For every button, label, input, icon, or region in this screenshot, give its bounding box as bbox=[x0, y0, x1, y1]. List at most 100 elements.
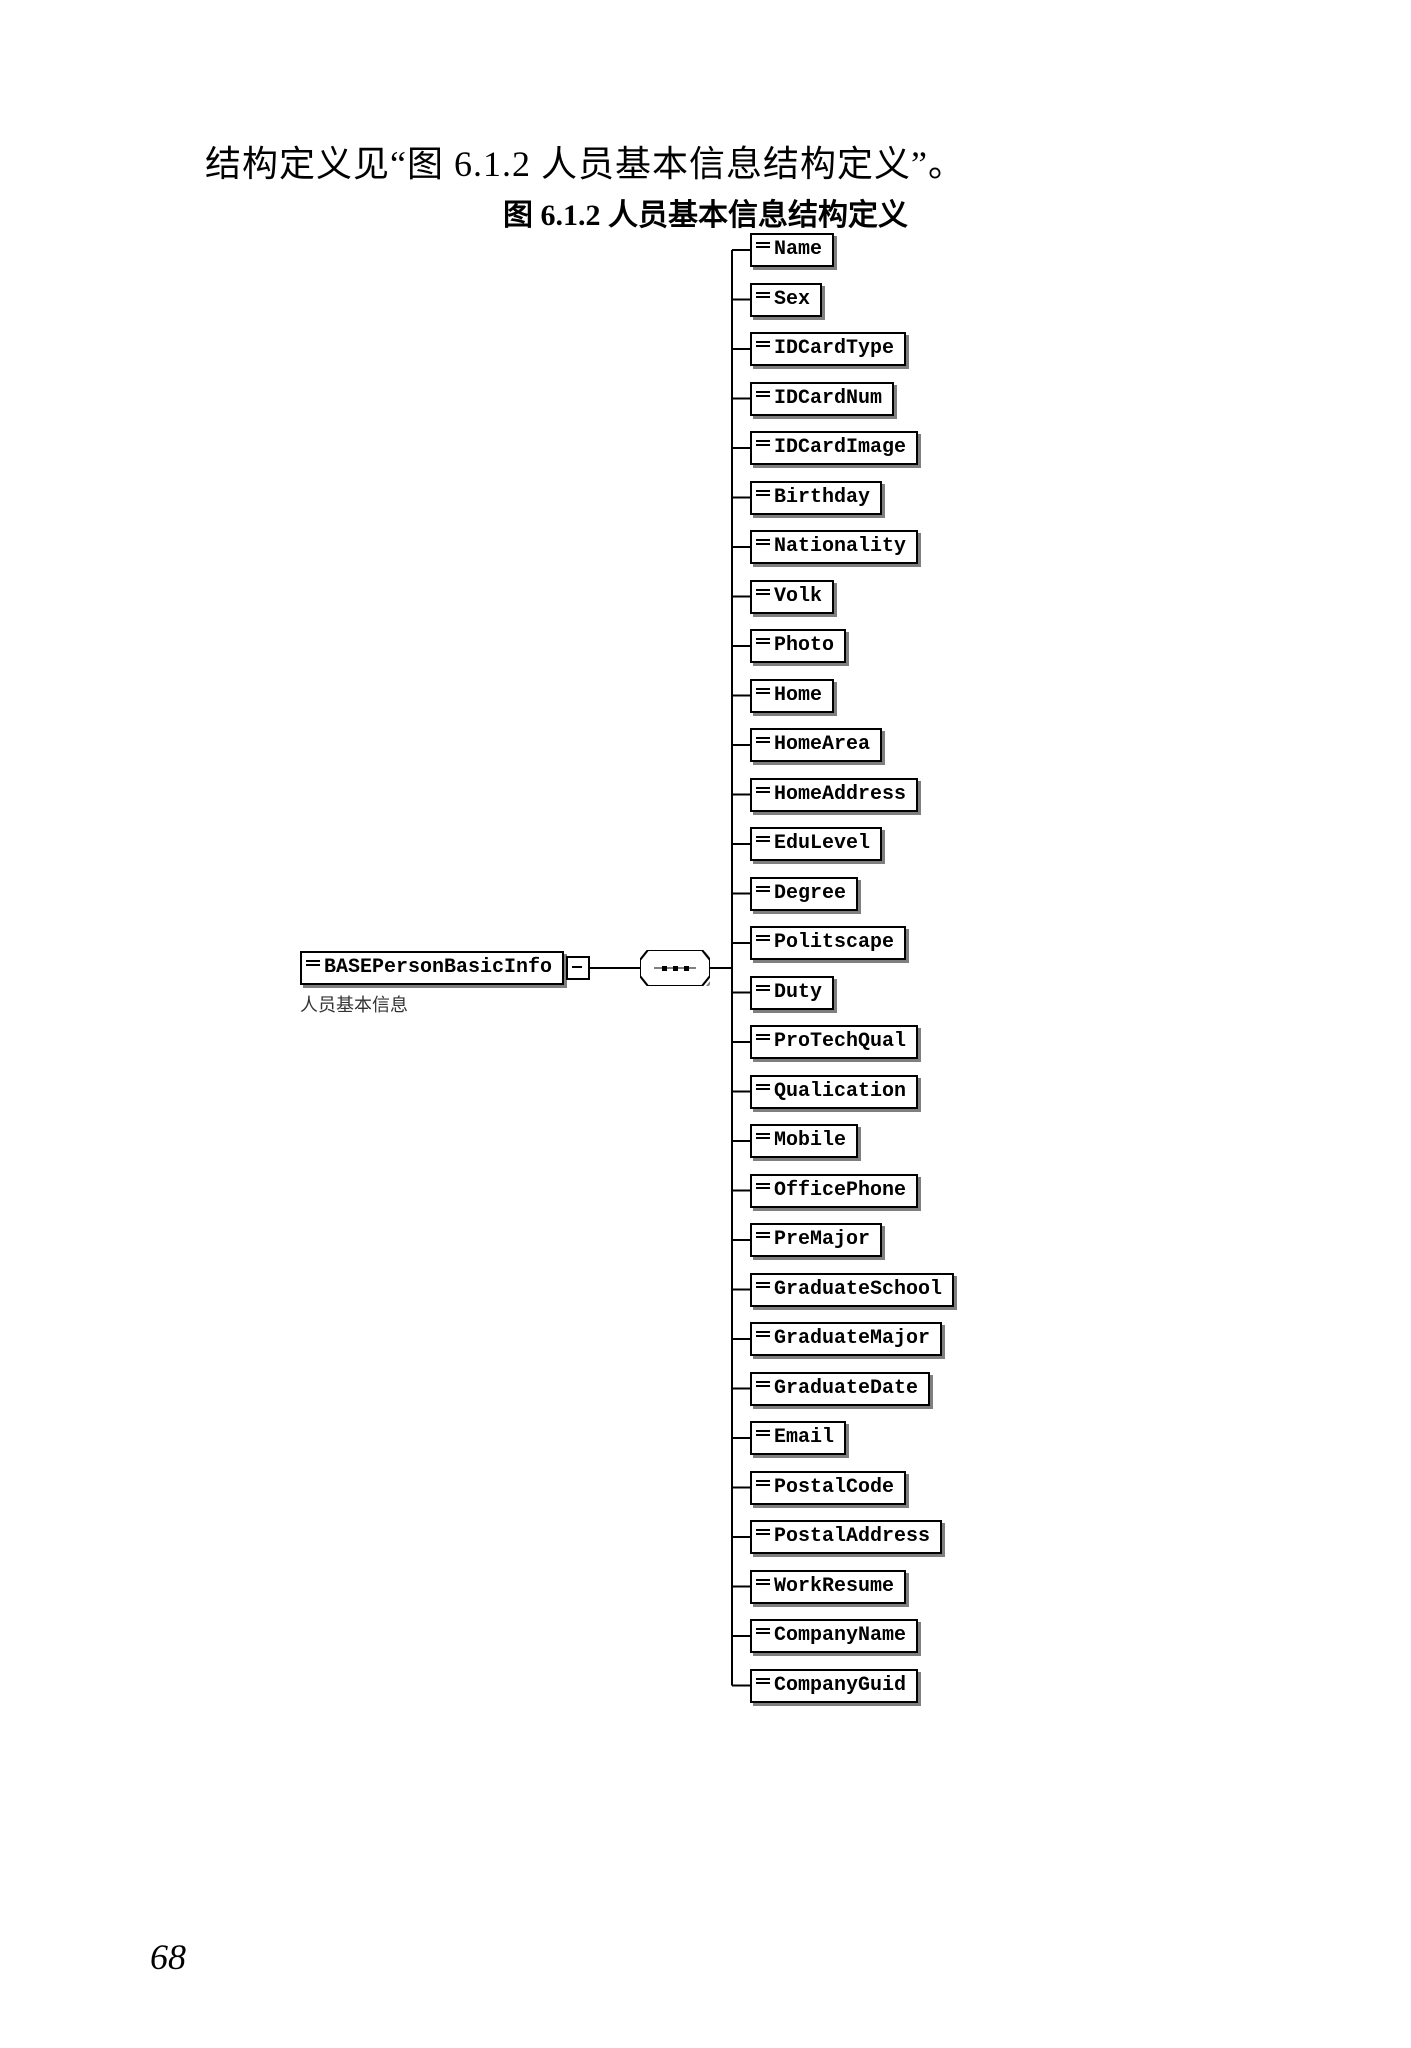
page: 结构定义见“图 6.1.2 人员基本信息结构定义”。 图 6.1.2 人员基本信… bbox=[0, 0, 1411, 2048]
leaf-node: Mobile bbox=[750, 1124, 858, 1158]
element-glyph-icon bbox=[756, 933, 770, 947]
leaf-node: GraduateMajor bbox=[750, 1322, 942, 1356]
element-glyph-icon bbox=[756, 983, 770, 997]
leaf-node: Politscape bbox=[750, 926, 906, 960]
element-glyph-icon bbox=[756, 1181, 770, 1195]
element-glyph-icon bbox=[306, 958, 320, 972]
leaf-node: IDCardNum bbox=[750, 382, 894, 416]
element-glyph-icon bbox=[756, 686, 770, 700]
element-glyph-icon bbox=[756, 636, 770, 650]
leaf-node: HomeAddress bbox=[750, 778, 918, 812]
leaf-node-label: GraduateSchool bbox=[774, 1278, 942, 1301]
leaf-node-label: PostalCode bbox=[774, 1476, 894, 1499]
leaf-node: Degree bbox=[750, 877, 858, 911]
element-glyph-icon bbox=[756, 1032, 770, 1046]
leaf-node: WorkResume bbox=[750, 1570, 906, 1604]
leaf-node-label: Mobile bbox=[774, 1129, 846, 1152]
leaf-node: Name bbox=[750, 233, 834, 267]
root-node-label: BASEPersonBasicInfo bbox=[324, 956, 552, 979]
element-glyph-icon bbox=[756, 1131, 770, 1145]
element-glyph-icon bbox=[756, 240, 770, 254]
leaf-node: CompanyGuid bbox=[750, 1669, 918, 1703]
leaf-node-label: Volk bbox=[774, 585, 822, 608]
leaf-node: OfficePhone bbox=[750, 1174, 918, 1208]
leaf-node-label: Degree bbox=[774, 882, 846, 905]
leaf-node-label: ProTechQual bbox=[774, 1030, 906, 1053]
element-glyph-icon bbox=[756, 1527, 770, 1541]
leaf-node-label: GraduateDate bbox=[774, 1377, 918, 1400]
leaf-node: PostalAddress bbox=[750, 1520, 942, 1554]
leaf-node-label: HomeArea bbox=[774, 733, 870, 756]
leaf-node: HomeArea bbox=[750, 728, 882, 762]
leaf-node: ProTechQual bbox=[750, 1025, 918, 1059]
sequence-compositor bbox=[640, 950, 710, 986]
leaf-node-label: GraduateMajor bbox=[774, 1327, 930, 1350]
leaf-node-label: Qualication bbox=[774, 1080, 906, 1103]
element-glyph-icon bbox=[756, 834, 770, 848]
leaf-node-label: Photo bbox=[774, 634, 834, 657]
root-node-sublabel: 人员基本信息 bbox=[300, 991, 408, 1017]
element-glyph-icon bbox=[756, 1577, 770, 1591]
leaf-node-label: PreMajor bbox=[774, 1228, 870, 1251]
element-glyph-icon bbox=[756, 785, 770, 799]
leaf-node-label: Birthday bbox=[774, 486, 870, 509]
leaf-node-label: PostalAddress bbox=[774, 1525, 930, 1548]
root-node: BASEPersonBasicInfo bbox=[300, 951, 564, 985]
leaf-node: Sex bbox=[750, 283, 822, 317]
element-glyph-icon bbox=[756, 1329, 770, 1343]
element-glyph-icon bbox=[756, 488, 770, 502]
intro-text: 结构定义见“图 6.1.2 人员基本信息结构定义”。 bbox=[205, 135, 965, 187]
leaf-node: EduLevel bbox=[750, 827, 882, 861]
leaf-node: Volk bbox=[750, 580, 834, 614]
schema-diagram: BASEPersonBasicInfo 人员基本信息 Name Sex IDCard… bbox=[300, 225, 1200, 1875]
leaf-node-label: Email bbox=[774, 1426, 834, 1449]
leaf-node: GraduateDate bbox=[750, 1372, 930, 1406]
leaf-node: Birthday bbox=[750, 481, 882, 515]
element-glyph-icon bbox=[756, 884, 770, 898]
leaf-node: Photo bbox=[750, 629, 846, 663]
leaf-node-label: CompanyGuid bbox=[774, 1674, 906, 1697]
leaf-node: Qualication bbox=[750, 1075, 918, 1109]
element-glyph-icon bbox=[756, 1379, 770, 1393]
leaf-node: GraduateSchool bbox=[750, 1273, 954, 1307]
leaf-node-label: HomeAddress bbox=[774, 783, 906, 806]
leaf-node: PreMajor bbox=[750, 1223, 882, 1257]
leaf-node-label: IDCardImage bbox=[774, 436, 906, 459]
leaf-node: CompanyName bbox=[750, 1619, 918, 1653]
leaf-node-label: OfficePhone bbox=[774, 1179, 906, 1202]
leaf-node-label: WorkResume bbox=[774, 1575, 894, 1598]
element-glyph-icon bbox=[756, 735, 770, 749]
leaf-node-label: Home bbox=[774, 684, 822, 707]
element-glyph-icon bbox=[756, 1082, 770, 1096]
leaf-node: Home bbox=[750, 679, 834, 713]
leaf-node-label: IDCardNum bbox=[774, 387, 882, 410]
leaf-node-label: IDCardType bbox=[774, 337, 894, 360]
leaf-node: IDCardType bbox=[750, 332, 906, 366]
leaf-node-label: EduLevel bbox=[774, 832, 870, 855]
element-glyph-icon bbox=[756, 1230, 770, 1244]
element-glyph-icon bbox=[756, 1428, 770, 1442]
element-glyph-icon bbox=[756, 290, 770, 304]
leaf-node-label: CompanyName bbox=[774, 1624, 906, 1647]
element-glyph-icon bbox=[756, 1626, 770, 1640]
leaf-node-label: Sex bbox=[774, 288, 810, 311]
element-glyph-icon bbox=[756, 1478, 770, 1492]
leaf-node-label: Name bbox=[774, 238, 822, 261]
page-number: 68 bbox=[150, 1936, 186, 1978]
element-glyph-icon bbox=[756, 1280, 770, 1294]
leaf-node-label: Politscape bbox=[774, 931, 894, 954]
leaf-node: PostalCode bbox=[750, 1471, 906, 1505]
leaf-node: Email bbox=[750, 1421, 846, 1455]
leaf-node-label: Duty bbox=[774, 981, 822, 1004]
leaf-node: Nationality bbox=[750, 530, 918, 564]
element-glyph-icon bbox=[756, 339, 770, 353]
element-glyph-icon bbox=[756, 389, 770, 403]
element-glyph-icon bbox=[756, 1676, 770, 1690]
element-glyph-icon bbox=[756, 587, 770, 601]
element-glyph-icon bbox=[756, 537, 770, 551]
leaf-node-label: Nationality bbox=[774, 535, 906, 558]
expand-toggle-icon bbox=[566, 956, 590, 980]
leaf-node: IDCardImage bbox=[750, 431, 918, 465]
element-glyph-icon bbox=[756, 438, 770, 452]
leaf-node: Duty bbox=[750, 976, 834, 1010]
